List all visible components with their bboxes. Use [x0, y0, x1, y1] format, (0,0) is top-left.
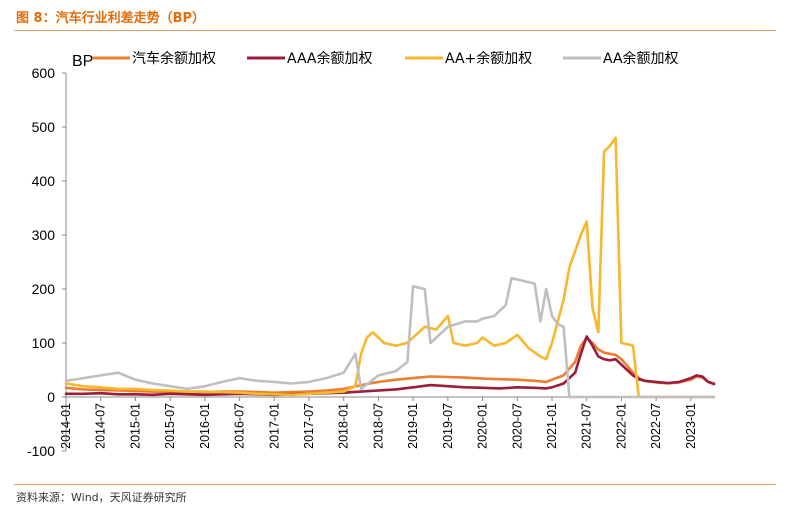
- y-tick-label: 600: [32, 65, 56, 81]
- x-tick-label: 2019-01: [406, 403, 420, 449]
- x-tick-label: 2016-07: [233, 403, 247, 449]
- x-tick-label: 2021-01: [545, 403, 559, 449]
- top-divider: [14, 30, 776, 31]
- y-tick-label: 500: [32, 119, 56, 135]
- x-tick-label: 2014-07: [94, 403, 108, 449]
- spread-line-chart: -100 0 100 200 300 400 500 600 2014-01 2014-07 201…: [27, 50, 716, 459]
- x-tick-label: 2020-01: [476, 403, 490, 449]
- x-tick-label: 2020-07: [510, 403, 524, 449]
- x-tick-label: 2017-07: [302, 403, 316, 449]
- y-tick-label: 200: [32, 281, 56, 297]
- series-line-3: [64, 136, 716, 399]
- x-tick-label: 2023-01: [684, 403, 698, 449]
- x-tick-label: 2018-07: [371, 403, 385, 449]
- legend-label-1: 汽车余额加权: [132, 50, 216, 67]
- x-tick-label: 2021-07: [580, 403, 594, 449]
- x-tick-label: 2022-07: [649, 403, 663, 449]
- unit-label: BP: [72, 53, 93, 70]
- y-tick-label: 0: [47, 389, 55, 405]
- series-line-4: [64, 276, 716, 399]
- x-tick-label: 2014-01: [59, 403, 73, 449]
- y-tick-label: 300: [32, 227, 56, 243]
- x-tick-label: 2017-01: [267, 403, 281, 449]
- bottom-divider: [14, 484, 776, 485]
- source-note: 资料来源：Wind，天风证券研究所: [16, 491, 187, 504]
- x-tick-label: 2016-01: [198, 403, 212, 449]
- x-tick-label: 2015-01: [128, 403, 142, 449]
- x-tick-label: 2015-07: [163, 403, 177, 449]
- legend-label-3: AA+余额加权: [445, 50, 532, 67]
- series-line-2: [64, 335, 716, 397]
- legend-label-4: AA余额加权: [603, 50, 679, 67]
- figure-title: 图 8：汽车行业利差走势（BP）: [16, 11, 206, 26]
- x-tick-label: 2018-01: [337, 403, 351, 449]
- x-tick-label: 2019-07: [441, 403, 455, 449]
- y-tick-label: 100: [32, 335, 56, 351]
- x-tick-label: 2022-01: [614, 403, 628, 449]
- legend-label-2: AAA余额加权: [287, 50, 373, 67]
- y-tick-label: -100: [27, 443, 55, 459]
- y-tick-label: 400: [32, 173, 56, 189]
